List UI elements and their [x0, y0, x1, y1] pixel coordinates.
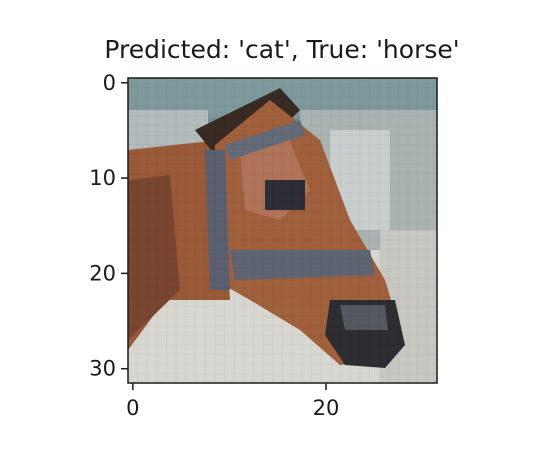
plot-title: Predicted: 'cat', True: 'horse': [104, 35, 459, 64]
x-tick-label: 20: [313, 396, 340, 420]
horse-nostril-gray: [340, 305, 388, 330]
y-tick-label: 0: [103, 71, 116, 95]
horse-image: [128, 78, 437, 383]
halter-brow: [225, 120, 305, 160]
horse-neck-shadow: [128, 175, 180, 340]
y-tick-label: 30: [89, 357, 116, 381]
image-frame: [127, 77, 438, 384]
x-tick-label: 0: [126, 396, 139, 420]
y-tick-label: 10: [89, 166, 116, 190]
halter-cheek: [205, 150, 230, 290]
pixel-grid: [128, 78, 437, 383]
y-tick-label: 20: [89, 261, 116, 285]
halter-nose: [230, 250, 375, 280]
y-axis: 0 10 20 30: [89, 71, 128, 381]
x-axis: 0 20: [126, 383, 339, 420]
horse-eye: [265, 180, 305, 210]
